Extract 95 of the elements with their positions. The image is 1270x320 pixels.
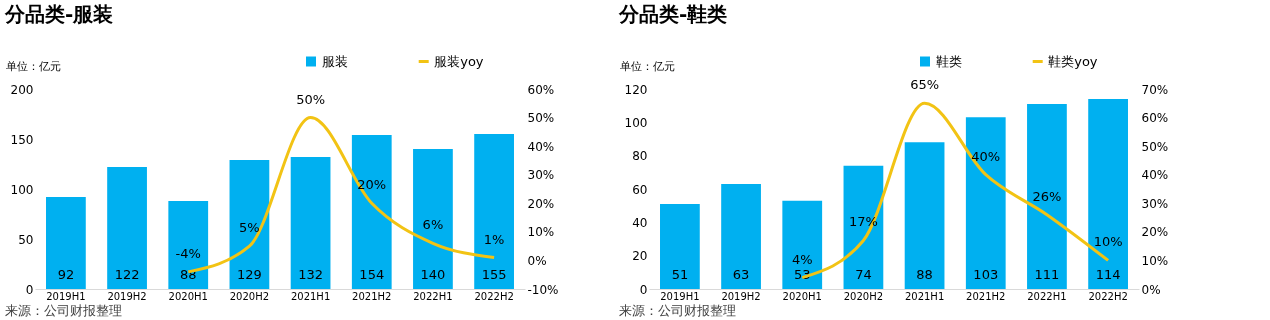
- x-tick-label: 2019H1: [660, 290, 700, 302]
- data-label: 50%: [296, 91, 326, 107]
- y2-tick-label: 40%: [1141, 168, 1169, 183]
- data-label: 51: [671, 267, 689, 282]
- y-tick-label: 80: [632, 149, 648, 164]
- chart-title: 分品类-服装: [4, 2, 114, 26]
- y2-tick-label: 20%: [527, 196, 555, 211]
- y-tick-label: 50: [18, 232, 34, 247]
- data-label: 53: [793, 267, 811, 282]
- y-axis-title: 单位：亿元: [619, 59, 675, 73]
- data-label: 140: [420, 267, 446, 282]
- x-tick-label: 2021H1: [904, 290, 945, 302]
- y2-tick-label: 30%: [1141, 196, 1169, 211]
- legend-label: 鞋类yoy: [1048, 53, 1098, 69]
- y-tick-label: 0: [25, 282, 34, 297]
- data-label: 4%: [791, 251, 813, 267]
- y2-tick-label: 40%: [527, 139, 555, 154]
- y-tick-label: 120: [624, 82, 648, 97]
- bar: [965, 117, 1006, 289]
- y-tick-label: 0: [639, 282, 648, 297]
- y-tick-label: 200: [10, 82, 34, 97]
- y-tick-label: 20: [632, 249, 648, 264]
- x-tick-label: 2020H1: [168, 290, 208, 302]
- y2-tick-label: 50%: [1141, 139, 1169, 154]
- source-note: 来源：公司财报整理: [5, 303, 122, 318]
- data-label: 92: [57, 267, 75, 282]
- bar: [1027, 104, 1067, 289]
- data-label: 6%: [422, 217, 444, 233]
- y2-tick-label: 10%: [527, 225, 555, 240]
- y-axis-title: 单位：亿元: [5, 59, 61, 73]
- x-tick-label: 2021H1: [290, 290, 331, 302]
- bar: [229, 160, 270, 289]
- x-tick-label: 2019H2: [721, 290, 761, 302]
- data-label: 88: [916, 267, 933, 282]
- y-tick-label: 60: [632, 182, 648, 197]
- y-tick-label: 150: [10, 132, 34, 147]
- data-label: 1%: [483, 231, 505, 247]
- y2-tick-label: 0%: [1141, 282, 1161, 297]
- data-label: 74: [855, 267, 872, 282]
- data-label: -4%: [175, 245, 201, 261]
- data-label: 122: [114, 267, 140, 282]
- y2-tick-label: 70%: [1141, 82, 1169, 97]
- bar: [46, 197, 86, 289]
- bar: [904, 142, 945, 289]
- y2-tick-label: 50%: [527, 111, 555, 126]
- x-tick-label: 2020H1: [782, 290, 822, 302]
- y-tick-label: 100: [10, 182, 34, 197]
- data-label: 129: [237, 267, 262, 282]
- data-label: 5%: [239, 220, 260, 236]
- bar: [660, 204, 700, 289]
- x-tick-label: 2020H2: [229, 290, 270, 302]
- data-label: 40%: [971, 148, 1001, 164]
- data-label: 155: [481, 267, 507, 282]
- y-tick-label: 40: [632, 215, 648, 230]
- y2-tick-label: 20%: [1141, 225, 1169, 240]
- x-tick-label: 2019H2: [107, 290, 147, 302]
- legend-label: 鞋类: [935, 53, 962, 69]
- x-tick-label: 2020H2: [843, 290, 884, 302]
- y2-tick-label: 60%: [527, 82, 555, 97]
- bar: [1088, 99, 1128, 289]
- chart-title: 分品类-鞋类: [618, 2, 728, 26]
- y2-tick-label: 10%: [1141, 253, 1169, 268]
- data-label: 65%: [910, 77, 940, 93]
- x-tick-label: 2019H1: [46, 290, 86, 302]
- x-tick-label: 2022H1: [1027, 290, 1067, 302]
- y2-tick-label: 30%: [527, 168, 555, 183]
- bar: [474, 134, 514, 289]
- data-label: 132: [298, 267, 323, 282]
- legend-label: 服装: [321, 53, 348, 69]
- data-label: 114: [1095, 267, 1121, 282]
- data-label: 154: [359, 267, 385, 282]
- bar: [351, 135, 392, 289]
- bar: [413, 149, 453, 289]
- x-tick-label: 2021H2: [966, 290, 1006, 302]
- data-label: 63: [732, 267, 750, 282]
- x-tick-label: 2021H2: [352, 290, 392, 302]
- bar: [290, 157, 331, 289]
- bar: [721, 184, 761, 289]
- x-tick-label: 2022H1: [413, 290, 453, 302]
- bar: [843, 165, 884, 289]
- data-label: 26%: [1032, 188, 1062, 204]
- y2-tick-label: -10%: [527, 282, 559, 297]
- bar: [107, 167, 147, 289]
- y-tick-label: 100: [624, 115, 648, 130]
- bar: [782, 200, 823, 289]
- legend-label: 服装yoy: [434, 53, 484, 69]
- bar: [168, 201, 209, 289]
- y2-tick-label: 60%: [1141, 111, 1169, 126]
- data-label: 10%: [1093, 234, 1123, 250]
- y2-tick-label: 0%: [527, 253, 547, 268]
- source-note: 来源：公司财报整理: [619, 303, 736, 318]
- data-label: 103: [973, 267, 999, 282]
- x-tick-label: 2022H2: [474, 290, 514, 302]
- data-label: 111: [1034, 267, 1060, 282]
- x-tick-label: 2022H2: [1088, 290, 1128, 302]
